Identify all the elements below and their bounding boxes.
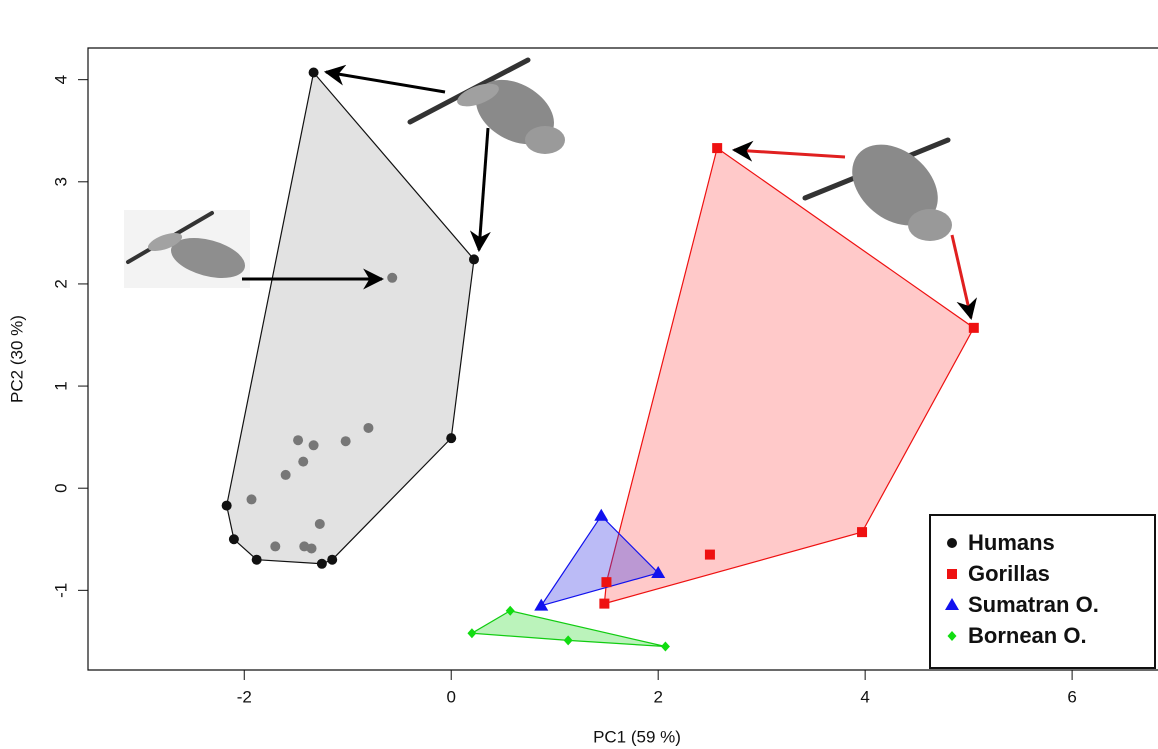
point xyxy=(270,541,281,552)
legend-marker xyxy=(947,538,957,548)
legend-marker xyxy=(947,569,957,579)
point xyxy=(712,143,723,154)
decorations xyxy=(124,57,978,321)
point xyxy=(308,67,319,78)
point xyxy=(468,254,479,265)
point xyxy=(651,565,666,578)
legend-label: Gorillas xyxy=(968,561,1050,586)
y-tick-label: 1 xyxy=(51,381,70,390)
point xyxy=(306,543,317,554)
point xyxy=(563,635,573,646)
point xyxy=(221,500,232,511)
plot-area xyxy=(87,47,1158,671)
x-tick-label: 4 xyxy=(860,687,869,706)
y-tick-label: 4 xyxy=(51,75,70,84)
y-axis-label: PC2 (30 %) xyxy=(7,315,26,403)
arrow xyxy=(950,234,978,321)
x-axis-label: PC1 (59 %) xyxy=(593,727,681,746)
hand-illustration xyxy=(124,210,250,288)
point xyxy=(316,558,327,569)
point xyxy=(505,605,515,616)
hand-illustration xyxy=(407,57,565,154)
point xyxy=(246,494,257,505)
point xyxy=(228,534,239,545)
legend-label: Humans xyxy=(968,530,1055,555)
point xyxy=(599,598,610,609)
point xyxy=(446,433,457,444)
convex-hull xyxy=(539,514,660,607)
point xyxy=(314,518,325,529)
plot-frame xyxy=(87,47,1158,671)
point xyxy=(660,641,670,652)
hand-illustration xyxy=(802,137,952,241)
point xyxy=(308,440,319,451)
point xyxy=(387,272,398,283)
point xyxy=(594,508,609,521)
point xyxy=(968,322,979,333)
legend-label: Bornean O. xyxy=(968,623,1087,648)
y-tick-label: -1 xyxy=(51,583,70,598)
point xyxy=(857,527,868,538)
point xyxy=(293,435,304,446)
arrow xyxy=(469,127,491,253)
x-tick-label: -2 xyxy=(237,687,252,706)
point xyxy=(467,628,477,639)
convex-hull xyxy=(226,71,475,565)
point xyxy=(704,549,715,560)
point xyxy=(251,554,262,565)
point xyxy=(363,422,374,433)
y-tick-label: 2 xyxy=(51,279,70,288)
point xyxy=(327,554,338,565)
x-tick-label: 6 xyxy=(1067,687,1076,706)
legend-marker xyxy=(947,631,957,641)
point xyxy=(280,469,291,480)
point xyxy=(601,577,612,588)
legend-marker xyxy=(945,598,959,610)
y-tick-label: 0 xyxy=(51,483,70,492)
point xyxy=(298,456,309,467)
x-tick-label: 0 xyxy=(446,687,455,706)
legend-label: Sumatran O. xyxy=(968,592,1099,617)
point xyxy=(340,436,351,447)
arrow xyxy=(731,140,846,162)
arrow xyxy=(323,64,446,94)
point xyxy=(534,598,549,611)
x-tick-label: 2 xyxy=(653,687,662,706)
legend-box xyxy=(929,514,1156,669)
y-tick-label: 3 xyxy=(51,177,70,186)
